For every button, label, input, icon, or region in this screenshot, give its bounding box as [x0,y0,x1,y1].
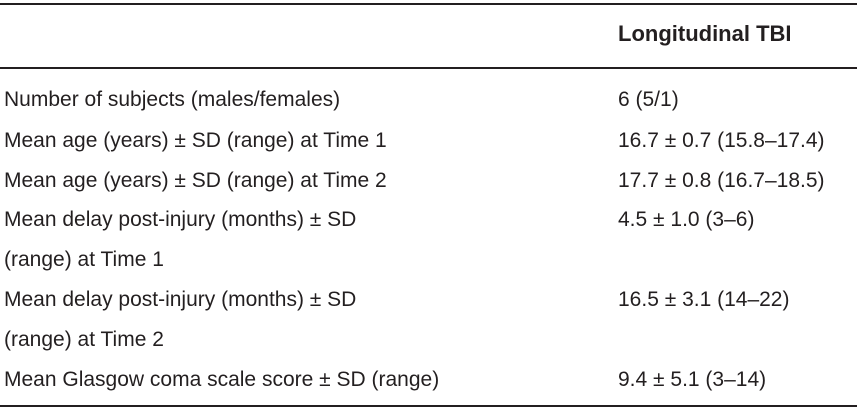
row-label-line: Mean delay post-injury (months) ± SD [4,288,357,311]
row-label: Number of subjects (males/females) [4,80,564,120]
table-row: Mean Glasgow coma scale score ± SD (rang… [0,360,857,400]
table-row: Mean age (years) ± SD (range) at Time 1 … [0,121,857,161]
table-row: Mean age (years) ± SD (range) at Time 2 … [0,161,857,201]
row-label-line: (range) at Time 1 [4,248,164,271]
table-header-rule [0,67,857,69]
row-label-line: Mean age (years) ± SD (range) at Time 1 [4,129,387,152]
row-value: 6 (5/1) [618,88,679,111]
row-value: 17.7 ± 0.8 (16.7–18.5) [618,169,825,192]
row-label-line: Mean Glasgow coma scale score ± SD (rang… [4,368,440,391]
column-header-longitudinal-tbi: Longitudinal TBI [618,21,792,46]
row-value: 4.5 ± 1.0 (3–6) [618,208,755,231]
table-row: Mean delay post-injury (months) ± SD (ra… [0,200,857,280]
table-row: Mean delay post-injury (months) ± SD (ra… [0,280,857,360]
row-label: Mean age (years) ± SD (range) at Time 2 [4,161,564,201]
row-label-line: Mean delay post-injury (months) ± SD [4,208,357,231]
row-label: Mean delay post-injury (months) ± SD (ra… [4,280,564,360]
row-label: Mean Glasgow coma scale score ± SD (rang… [4,360,564,400]
table-row: Number of subjects (males/females) 6 (5/… [0,80,857,120]
row-value: 16.5 ± 3.1 (14–22) [618,288,790,311]
row-value: 9.4 ± 5.1 (3–14) [618,368,767,391]
row-label-line: Number of subjects (males/females) [4,88,341,111]
row-label-line: (range) at Time 2 [4,328,164,351]
table-header-row: Longitudinal TBI [0,14,857,54]
row-value: 16.7 ± 0.7 (15.8–17.4) [618,129,825,152]
row-label: Mean age (years) ± SD (range) at Time 1 [4,121,564,161]
table-bottom-rule [0,405,857,407]
table-top-rule [0,3,857,5]
row-label-line: Mean age (years) ± SD (range) at Time 2 [4,169,387,192]
row-label: Mean delay post-injury (months) ± SD (ra… [4,200,564,280]
